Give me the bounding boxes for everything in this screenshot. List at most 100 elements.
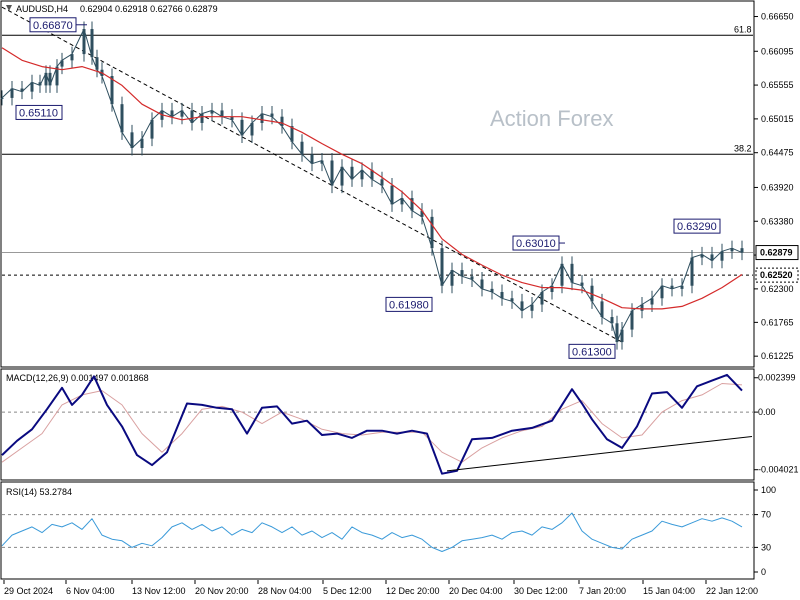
price-candle-body [30,82,34,92]
price-candle-body [140,138,144,148]
price-candle-body [95,57,99,70]
price-tick-label: 0.64475 [761,148,794,158]
price-candle-body [740,248,744,253]
price-tick-label: 0.65015 [761,114,794,124]
price-candle-body [390,185,394,205]
price-candle-body [340,166,344,186]
price-annotation-box [29,17,77,33]
price-candle-body [250,122,254,136]
symbol-label: AUDUSD,H4 [16,4,68,14]
price-candle-body [500,292,504,299]
price-annotation-label: 0.65110 [19,107,58,119]
time-tick-label: 5 Dec 12:00 [323,586,372,596]
price-candle-body [420,210,424,217]
price-candle-body [680,285,684,289]
price-candle-body [20,88,24,92]
price-candle-body [730,248,734,252]
price-candle-body [60,60,64,67]
price-candle-body [0,97,4,99]
time-tick-label: 6 Nov 04:00 [66,586,115,596]
rsi-tick-label: 0 [761,567,766,577]
price-candle-body [130,132,134,148]
macd-axis: 0.002399 0.00 -0.004021 [2,373,799,475]
time-tick-label: 20 Nov 20:00 [195,586,249,596]
price-annotations: 0.66870 0.65110 0.63010 0.61980 0.61300 0.632… [15,17,721,359]
price-candle-body [330,160,334,186]
price-candle-body [620,329,624,343]
price-candle-body [580,282,584,286]
rsi-tick-label: 100 [761,485,776,495]
price-annotation-box [512,235,560,251]
collapse-arrow-icon[interactable] [6,5,12,11]
macd-tick-label: 0.002399 [758,373,796,383]
price-series-line [1,28,743,343]
price-candle-body [180,110,184,117]
price-candle-body [300,141,304,155]
price-candle-body [55,66,59,86]
rsi-tick-label: 30 [761,542,771,552]
price-candle-body [480,279,484,289]
price-annotation-label: 0.63010 [516,238,556,250]
price-candle-body [360,169,364,180]
price-annotation-label: 0.61300 [572,346,612,358]
price-candle-body [690,257,694,286]
price-horizontal-levels: 61.8 38.2 [2,24,753,276]
price-candle-body [200,113,204,123]
price-candle-body [38,82,42,86]
time-tick-label: 28 Nov 04:00 [258,586,312,596]
price-candle-body [48,72,52,86]
price-candle-body [530,304,534,311]
price-candle-body [560,263,564,286]
price-annotation-box [568,343,616,359]
price-candle-body [440,248,444,286]
price-candle-body [220,110,224,117]
price-tick-label: 0.63380 [761,216,794,226]
price-candle-body [270,113,274,117]
price-annotation-label: 0.63290 [677,221,717,233]
time-tick-label: 20 Dec 04:00 [449,586,503,596]
price-tick-label: 0.61765 [761,317,794,327]
price-annotation-box [15,104,63,120]
rsi-line [1,512,743,552]
price-series [0,21,744,350]
price-candle-body [470,276,474,280]
price-candle-body [350,166,354,180]
macd-title: MACD(12,26,9) 0.001497 0.001868 [6,373,149,383]
price-candle-body [720,251,724,261]
moving-average-line [1,47,743,310]
price-tick-label: 0.66095 [761,46,794,56]
price-candle-body [310,154,314,164]
time-tick-label: 29 Oct 2024 [4,586,53,596]
price-candle-body [370,169,374,180]
price-candle-body [610,317,614,324]
rsi-series [1,512,743,552]
price-tick-label: 0.66650 [761,12,794,22]
price-candle-body [450,270,454,286]
macd-trendline [446,435,753,472]
price-candle-body [640,304,644,311]
price-candle-body [460,270,464,277]
price-candle-body [410,198,414,211]
current-price-label: 0.62879 [760,248,793,258]
price-candle-body [260,113,264,123]
fib-level-label: 38.2 [734,143,752,153]
price-candle-body [190,110,194,123]
price-candle-body [70,54,74,61]
price-pane-frame [0,0,755,368]
price-candle-body [615,323,619,343]
watermark-text: Action Forex [490,106,614,131]
macd-pane-frame [0,368,755,481]
time-axis: 29 Oct 2024 6 Nov 04:00 13 Nov 12:00 20 Nov… [3,580,758,596]
price-tags: 0.62879 0.62520 [755,245,799,283]
price-candle-body [170,110,174,117]
price-candle-body [240,119,244,136]
price-annotation-box [673,218,721,234]
rsi-axis: 100 70 30 0 [2,485,776,577]
price-candle-body [150,119,154,139]
price-candle-body [630,310,634,330]
price-candle-body [230,116,234,120]
price-candle-body [400,198,404,205]
price-candle-body [700,254,704,258]
price-annotation-label: 0.66870 [33,20,73,32]
price-candle-body [660,285,664,299]
